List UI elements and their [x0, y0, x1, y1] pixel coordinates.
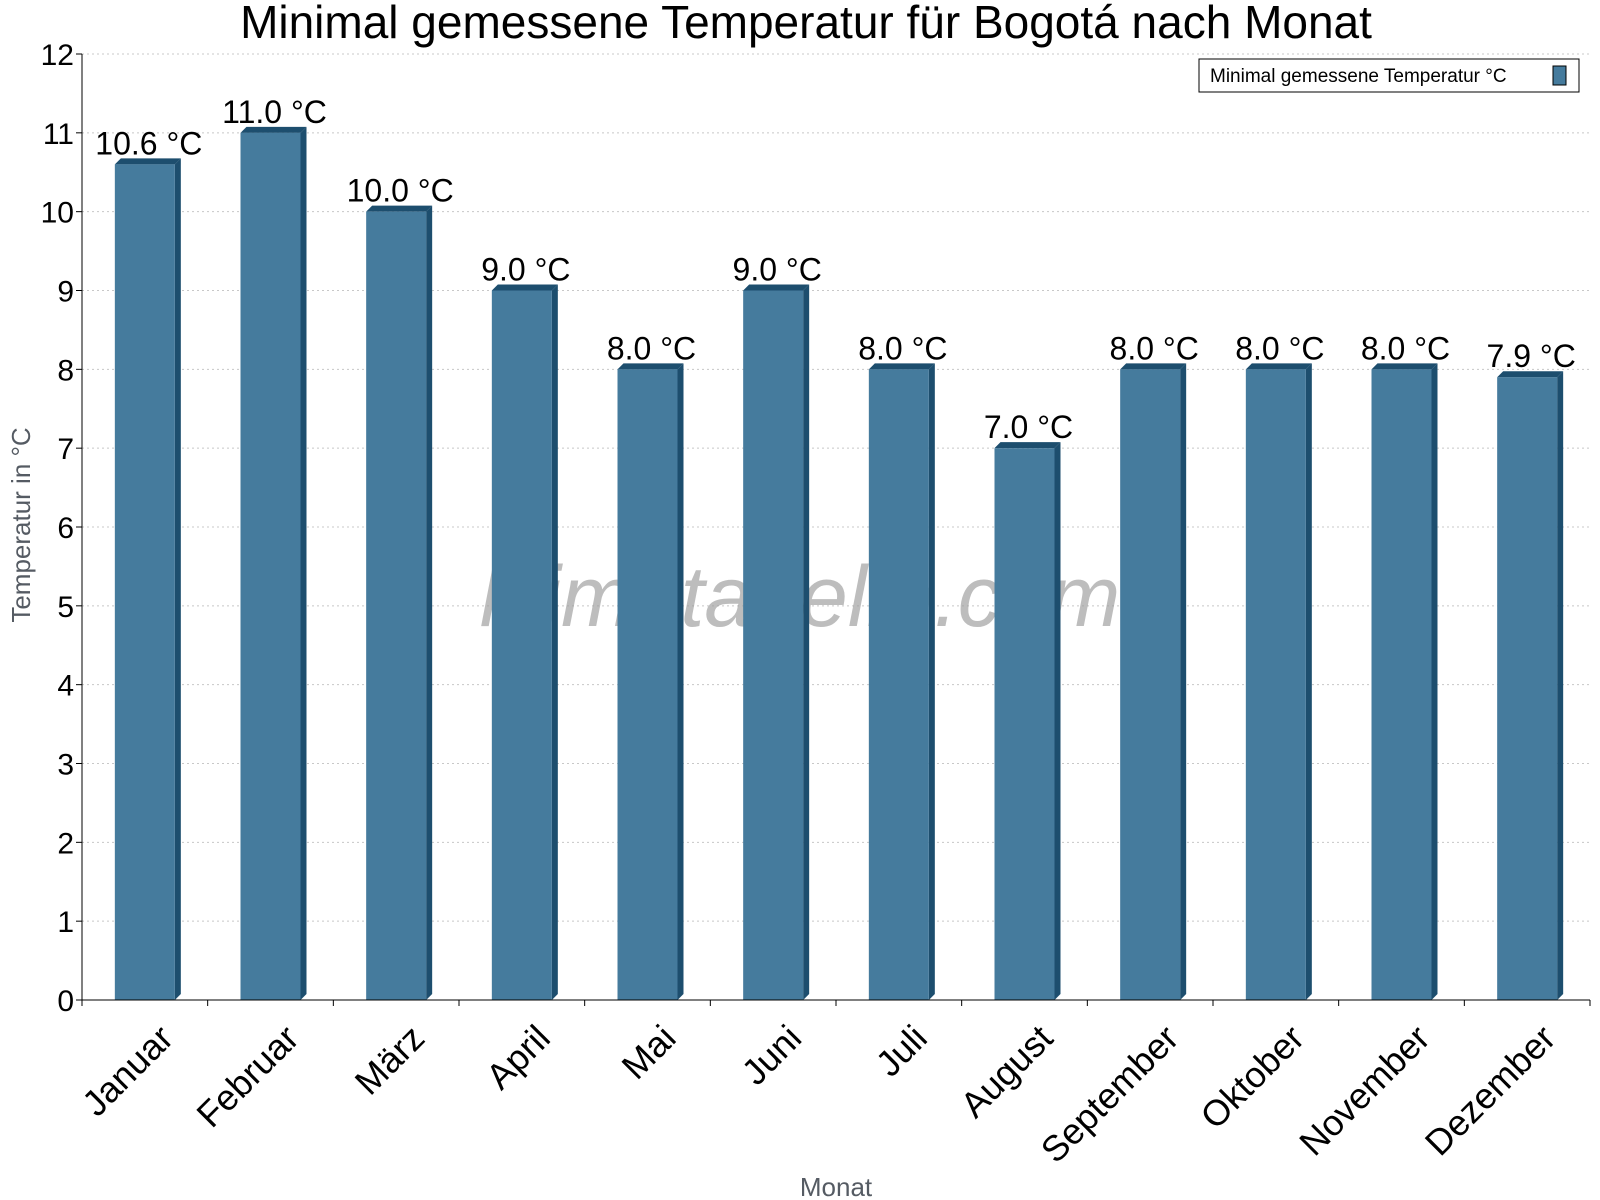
bar-top: [114, 158, 181, 165]
x-tick-label: Dezember: [1417, 1017, 1563, 1163]
legend-entry-label: Minimal gemessene Temperatur °C: [1210, 66, 1507, 87]
data-label: 9.0 °C: [733, 252, 822, 288]
bar-top: [1120, 363, 1187, 370]
x-tick-label: Mai: [614, 1017, 684, 1087]
y-tick-label: 6: [57, 512, 74, 545]
data-label: 8.0 °C: [1235, 330, 1324, 366]
bar-side: [1054, 442, 1061, 1001]
x-tick-label: April: [478, 1017, 558, 1097]
gridlines: [82, 53, 1590, 922]
bar-april: [491, 284, 558, 1000]
y-tick-label: 11: [43, 118, 74, 151]
bar-front: [491, 290, 552, 1000]
bar-front: [366, 211, 427, 1000]
x-tick-label: November: [1291, 1017, 1437, 1163]
x-tick-labels: Januar Februar März April Mai Juni Juli AugustS…: [74, 1017, 1563, 1171]
data-label: 8.0 °C: [607, 330, 696, 366]
legend: Minimal gemessene Temperatur °C: [1198, 58, 1580, 93]
bar-front: [114, 164, 175, 1000]
bar-side: [1180, 363, 1187, 1000]
data-label: 10.0 °C: [347, 173, 454, 209]
x-tick-label: Oktober: [1192, 1017, 1312, 1137]
bar-januar: [114, 158, 181, 1000]
bar-front: [994, 448, 1055, 1001]
data-label: 7.9 °C: [1487, 338, 1576, 374]
bar-februar: [240, 126, 307, 1001]
bar-front: [1497, 377, 1558, 1000]
bar-front: [617, 369, 678, 1000]
chart-title: Minimal gemessene Temperatur für Bogotá …: [240, 0, 1372, 48]
bar-top: [617, 363, 684, 370]
x-tick-label: September: [1033, 1017, 1187, 1171]
data-label: 8.0 °C: [858, 330, 947, 366]
y-tick-label: 7: [57, 433, 74, 466]
y-tick-label: 10: [41, 197, 74, 230]
bar-märz: [366, 205, 433, 1000]
y-tick-label: 12: [41, 39, 74, 72]
y-tick-label: 5: [57, 591, 74, 624]
bar-front: [1245, 369, 1306, 1000]
bar-front: [743, 290, 804, 1000]
bar-side: [551, 284, 558, 1000]
data-labels: 10.6 °C 11.0 °C 10.0 °C 9.0 °C 8.0 °C 9.0 °C 8…: [95, 94, 1576, 445]
bar-side: [1557, 371, 1564, 1000]
y-tick-label: 3: [57, 749, 74, 782]
bar-september: [1120, 363, 1187, 1000]
y-axis-label: Temperatur in °C: [6, 427, 36, 622]
bar-august: [994, 442, 1061, 1001]
bar-november: [1371, 363, 1438, 1000]
data-label: 9.0 °C: [481, 252, 570, 288]
bar-mai: [617, 363, 684, 1000]
legend-swatch: [1552, 65, 1567, 86]
bar-front: [240, 132, 301, 1001]
bar-oktober: [1245, 363, 1312, 1000]
y-tick-label: 9: [57, 276, 74, 309]
bar-juni: [743, 284, 810, 1000]
x-tick-label: März: [347, 1017, 433, 1103]
x-tick-label: Juni: [734, 1017, 810, 1093]
bar-top: [491, 284, 558, 291]
data-label: 11.0 °C: [222, 94, 327, 130]
data-label: 7.0 °C: [984, 409, 1073, 445]
bar-side: [174, 158, 181, 1000]
bar-top: [1497, 371, 1564, 378]
bar-top: [1371, 363, 1438, 370]
bar-side: [677, 363, 684, 1000]
bar-top: [868, 363, 935, 370]
x-tick-label: Juli: [868, 1017, 935, 1084]
data-label: 8.0 °C: [1361, 330, 1450, 366]
x-tick-label: August: [952, 1017, 1060, 1125]
bar-front: [1120, 369, 1181, 1000]
y-tick-label: 8: [57, 354, 74, 387]
x-axis-label: Monat: [800, 1172, 873, 1200]
y-tick-label: 1: [57, 906, 74, 939]
y-tick-label: 4: [57, 670, 74, 703]
bar-top: [743, 284, 810, 291]
bar-side: [426, 205, 433, 1000]
x-tick-label: Januar: [74, 1017, 181, 1124]
bar-juli: [868, 363, 935, 1000]
legend-box: [1198, 58, 1580, 93]
bar-top: [1245, 363, 1312, 370]
bar-side: [1305, 363, 1312, 1000]
bar-front: [1371, 369, 1432, 1000]
bar-top: [240, 126, 307, 133]
y-tick-label: 0: [57, 985, 74, 1018]
y-tick-label: 2: [57, 827, 74, 860]
bar-dezember: [1497, 371, 1564, 1000]
bar-side: [1431, 363, 1438, 1000]
axes: [76, 53, 1591, 1006]
bars: [114, 126, 1564, 1001]
data-label: 8.0 °C: [1110, 330, 1199, 366]
data-label: 10.6 °C: [95, 125, 202, 161]
bar-side: [928, 363, 935, 1000]
bar-top: [994, 442, 1061, 449]
x-tick-label: Februar: [188, 1017, 306, 1135]
bar-side: [803, 284, 810, 1000]
bar-side: [300, 126, 307, 1001]
bar-top: [366, 205, 433, 212]
bar-front: [868, 369, 929, 1000]
